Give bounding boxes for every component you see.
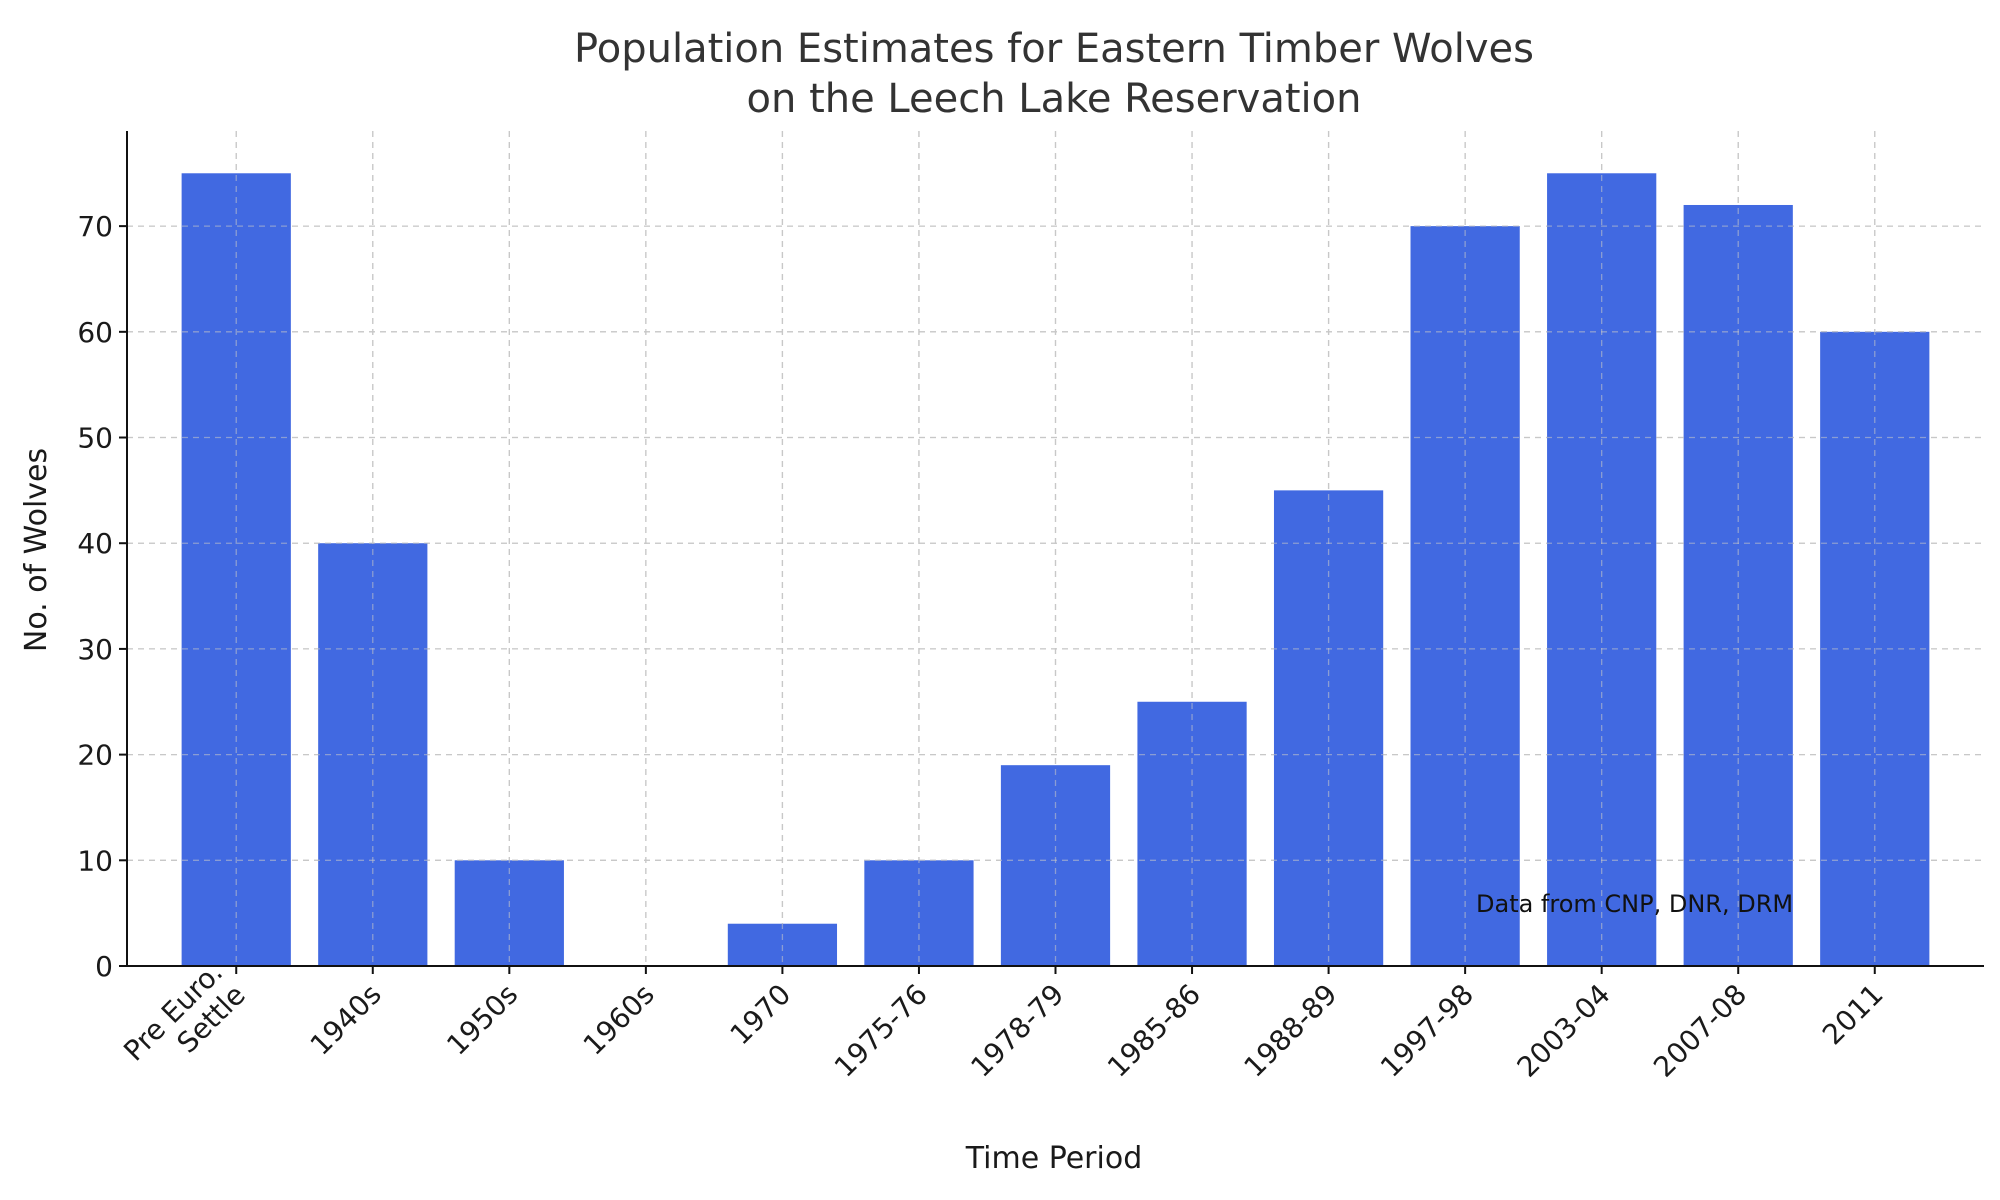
data-source-note: Data from CNP, DNR, DRM <box>1476 890 1793 918</box>
y-tick-label: 30 <box>77 633 113 666</box>
y-tick-label: 20 <box>77 739 113 772</box>
chart-title: Population Estimates for Eastern Timber … <box>574 26 1534 122</box>
x-tick-label: 1985-86 <box>1101 978 1207 1084</box>
y-tick-label: 70 <box>77 210 113 243</box>
x-tick-label: 1978-79 <box>964 978 1070 1084</box>
y-tick-label: 40 <box>77 527 113 560</box>
bar <box>1137 701 1247 966</box>
x-tick-label: 2007-08 <box>1647 978 1753 1084</box>
x-tick-label: 1970 <box>724 978 798 1052</box>
y-axis-label: No. of Wolves <box>19 448 54 652</box>
x-tick-label: 1997-98 <box>1374 978 1480 1084</box>
x-tick-labels: Pre Euro.Settle 1940s 1950s 1960s 1970 1975-7… <box>117 956 1890 1091</box>
x-tick-label: Pre Euro.Settle <box>117 956 252 1091</box>
x-tick-label: 2011 <box>1816 978 1890 1052</box>
x-tick-label: 1988-89 <box>1237 978 1343 1084</box>
x-tick-label: 1950s <box>440 978 524 1062</box>
y-tick-label: 60 <box>77 316 113 349</box>
chart-title-line: on the Leech Lake Reservation <box>747 76 1362 122</box>
x-tick-label: 1960s <box>577 978 661 1062</box>
x-tick-label: 1975-76 <box>828 978 934 1084</box>
bar <box>1547 173 1657 966</box>
chart-title-line: Population Estimates for Eastern Timber … <box>574 26 1534 72</box>
y-tick-label: 0 <box>95 950 113 983</box>
x-tick-label: 2003-04 <box>1511 978 1617 1084</box>
x-axis-label: Time Period <box>965 1141 1143 1176</box>
y-tick-labels: 0 10 20 30 40 50 60 70 <box>77 210 127 983</box>
bar <box>1000 765 1111 966</box>
y-tick-label: 10 <box>77 844 113 877</box>
bar <box>181 173 291 966</box>
y-tick-label: 50 <box>77 422 113 455</box>
bars <box>127 131 1984 967</box>
x-tick-label: 1940s <box>304 978 388 1062</box>
